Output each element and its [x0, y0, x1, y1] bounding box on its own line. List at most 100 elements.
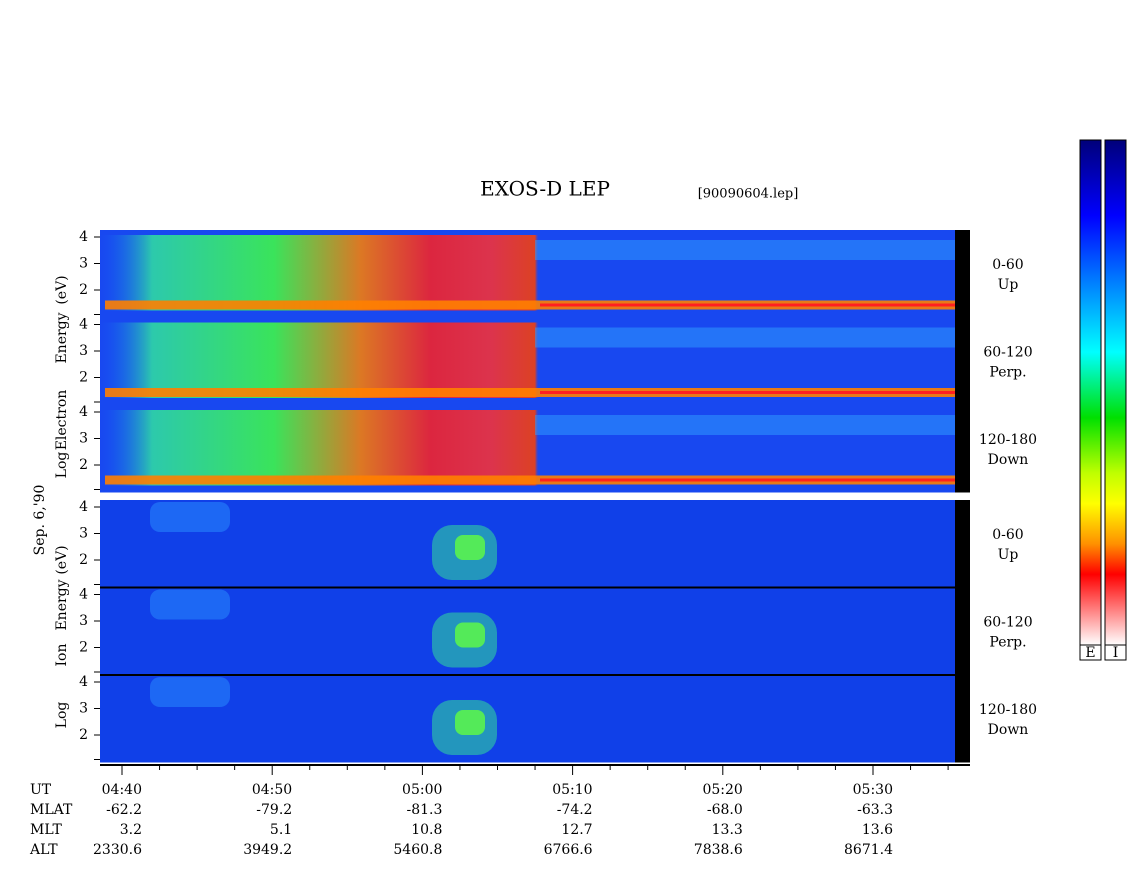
row-value: 13.3 — [712, 822, 743, 838]
y-tick-label: 2 — [79, 457, 88, 473]
row-value: 5.1 — [270, 822, 292, 838]
panel-background — [100, 500, 970, 588]
ion-core — [455, 710, 485, 735]
colorbar — [1079, 139, 1102, 646]
date-label: Sep. 6,'90 — [32, 485, 48, 556]
colorbar-label: I — [1113, 645, 1119, 661]
axis-label: Energy — [54, 312, 70, 363]
angle-label: 60-120 — [983, 345, 1032, 361]
data-gap — [955, 587, 970, 675]
y-tick-label: 2 — [79, 640, 88, 656]
row-value: 3949.2 — [243, 842, 292, 858]
y-tick-label: 3 — [79, 613, 88, 629]
axis-label: (eV) — [54, 545, 70, 574]
file-name: [90090604.lep] — [698, 187, 799, 202]
angle-label: 120-180 — [979, 702, 1037, 718]
colorbar-label: E — [1085, 645, 1095, 661]
row-name: ALT — [29, 842, 58, 858]
ion-core — [455, 622, 485, 648]
ion-patch — [150, 589, 230, 620]
axis-label: Log — [54, 452, 70, 479]
row-value: -63.3 — [857, 802, 893, 818]
y-tick-label: 3 — [79, 526, 88, 542]
y-tick-label: 3 — [79, 256, 88, 272]
y-tick-label: 2 — [79, 552, 88, 568]
panel-background — [100, 675, 970, 763]
low-energy-core — [540, 391, 955, 394]
row-name: MLT — [30, 822, 62, 838]
row-value: 6766.6 — [544, 842, 593, 858]
row-value: -74.2 — [557, 802, 593, 818]
axis-label: (eV) — [54, 275, 70, 304]
row-value: 12.7 — [561, 822, 592, 838]
upper-band — [535, 415, 955, 435]
y-tick-label: 2 — [79, 370, 88, 386]
colorbar-label-box — [1079, 644, 1102, 661]
direction-label: Up — [998, 547, 1019, 563]
direction-label: Perp. — [989, 365, 1026, 381]
row-value: -62.2 — [106, 802, 142, 818]
axis-label: Ion — [54, 644, 70, 667]
angle-label: 60-120 — [983, 615, 1032, 631]
panel-background — [100, 587, 970, 675]
row-value: 7838.6 — [694, 842, 743, 858]
row-value: 05:10 — [552, 782, 592, 798]
angle-label: 0-60 — [992, 257, 1023, 273]
row-value: 8671.4 — [844, 842, 893, 858]
y-tick-label: 4 — [79, 587, 88, 603]
row-value: 3.2 — [120, 822, 142, 838]
y-tick-label: 3 — [79, 701, 88, 717]
direction-label: Perp. — [989, 635, 1026, 651]
direction-label: Down — [988, 722, 1029, 738]
row-value: -81.3 — [406, 802, 442, 818]
data-gap — [955, 230, 970, 318]
row-value: -68.0 — [707, 802, 743, 818]
angle-label: 0-60 — [992, 527, 1023, 543]
row-value: 04:50 — [252, 782, 292, 798]
row-value: 04:40 — [102, 782, 142, 798]
colorbar-label-box — [1104, 644, 1127, 661]
y-tick-label: 4 — [79, 674, 88, 690]
y-tick-label: 4 — [79, 229, 88, 245]
row-name: UT — [30, 782, 52, 798]
row-name: MLAT — [30, 802, 73, 818]
y-tick-label: 4 — [79, 317, 88, 333]
row-value: 05:30 — [853, 782, 893, 798]
y-tick-label: 4 — [79, 499, 88, 515]
axis-label: Electron — [54, 390, 70, 451]
data-gap — [955, 405, 970, 493]
row-value: 13.6 — [862, 822, 893, 838]
upper-band — [535, 240, 955, 260]
colorbar — [1104, 139, 1127, 646]
low-energy-core — [540, 478, 955, 482]
y-tick-label: 2 — [79, 727, 88, 743]
data-gap — [955, 500, 970, 588]
title: EXOS-D LEP — [480, 177, 610, 201]
row-value: 05:00 — [402, 782, 442, 798]
low-energy-band — [105, 475, 955, 485]
ion-patch — [150, 502, 230, 532]
row-value: 5460.8 — [393, 842, 442, 858]
upper-band — [535, 327, 955, 348]
low-energy-band — [105, 388, 955, 397]
ion-patch — [150, 677, 230, 707]
low-energy-band — [105, 300, 955, 310]
row-value: 2330.6 — [93, 842, 142, 858]
axis-label: Log — [54, 702, 70, 729]
data-gap — [955, 675, 970, 763]
ion-core — [455, 535, 485, 560]
row-value: -79.2 — [256, 802, 292, 818]
direction-label: Up — [998, 277, 1019, 293]
angle-label: 120-180 — [979, 432, 1037, 448]
spectrogram-panels — [100, 230, 970, 763]
data-gap — [955, 317, 970, 405]
y-tick-label: 4 — [79, 404, 88, 420]
y-tick-label: 3 — [79, 431, 88, 447]
y-tick-label: 3 — [79, 343, 88, 359]
axis-label: Energy — [54, 579, 70, 630]
direction-label: Down — [988, 452, 1029, 468]
low-energy-core — [540, 303, 955, 307]
row-value: 10.8 — [411, 822, 442, 838]
y-tick-label: 2 — [79, 282, 88, 298]
